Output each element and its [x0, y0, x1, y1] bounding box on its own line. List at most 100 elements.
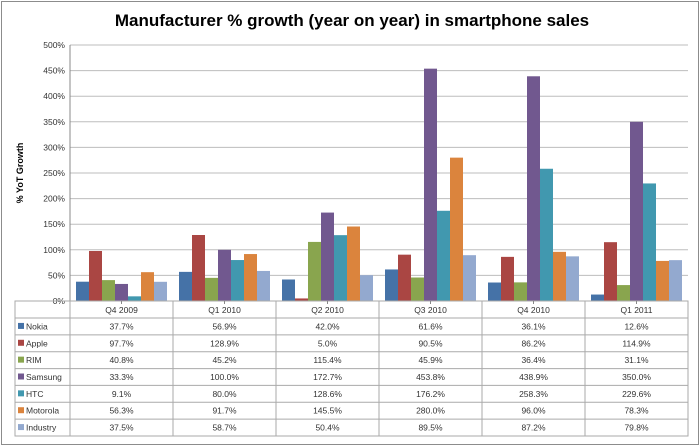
table-cell: 56.3% — [109, 406, 134, 416]
bar-samsung-5 — [630, 121, 643, 301]
y-tick-label: 200% — [43, 194, 65, 204]
bar-samsung-2 — [321, 212, 334, 301]
legend-key-motorola — [18, 407, 24, 414]
bar-motorola-1 — [244, 254, 257, 301]
bar-htc-5 — [643, 183, 656, 301]
bar-nokia-4 — [488, 282, 501, 301]
table-cell: 80.0% — [212, 389, 237, 399]
table-cell: 61.6% — [418, 321, 443, 331]
bar-apple-3 — [398, 254, 411, 301]
y-tick-label: 350% — [43, 117, 65, 127]
bar-htc-2 — [334, 235, 347, 301]
x-category-label: Q3 2010 — [414, 305, 447, 315]
bar-htc-4 — [540, 168, 553, 301]
table-cell: 172.7% — [313, 372, 342, 382]
legend-key-industry — [18, 424, 24, 431]
table-cell: 37.5% — [109, 423, 134, 433]
bar-nokia-0 — [76, 281, 89, 301]
bar-motorola-2 — [347, 226, 360, 301]
table-cell: 258.3% — [519, 389, 548, 399]
table-cell: 36.4% — [521, 355, 546, 365]
table-cell: 12.6% — [624, 321, 649, 331]
bar-samsung-4 — [527, 76, 540, 301]
bar-htc-1 — [231, 260, 244, 301]
x-category-label: Q1 2011 — [621, 305, 653, 315]
legend-key-rim — [18, 356, 24, 363]
bar-rim-1 — [205, 277, 218, 301]
table-cell: 33.3% — [109, 372, 134, 382]
table-cell: 89.5% — [418, 423, 443, 433]
bar-rim-3 — [411, 277, 424, 301]
bar-motorola-0 — [141, 272, 154, 301]
table-cell: 91.7% — [212, 406, 237, 416]
bar-motorola-3 — [450, 157, 463, 301]
bar-motorola-5 — [656, 260, 669, 301]
bar-apple-1 — [192, 235, 205, 301]
bar-htc-0 — [128, 296, 141, 301]
table-cell: 56.9% — [212, 321, 237, 331]
bar-nokia-5 — [591, 294, 604, 301]
chart-title: Manufacturer % growth (year on year) in … — [115, 11, 589, 30]
legend-label: Motorola — [26, 406, 59, 416]
table-cell: 86.2% — [521, 338, 546, 348]
y-tick-label: 100% — [43, 245, 65, 255]
table-cell: 115.4% — [313, 355, 342, 365]
y-tick-label: 50% — [48, 270, 65, 280]
table-cell: 100.0% — [210, 372, 239, 382]
table-cell: 350.0% — [622, 372, 651, 382]
table-cell: 9.1% — [112, 389, 132, 399]
bar-industry-5 — [669, 260, 682, 301]
table-cell: 453.8% — [416, 372, 445, 382]
legend-label: HTC — [26, 389, 43, 399]
bar-samsung-1 — [218, 249, 231, 301]
bar-apple-0 — [89, 250, 102, 301]
bar-industry-4 — [566, 256, 579, 301]
table-cell: 50.4% — [315, 423, 340, 433]
table-cell: 58.7% — [212, 423, 237, 433]
table-cell: 114.9% — [622, 338, 651, 348]
bar-industry-0 — [154, 281, 167, 301]
x-category-label: Q1 2010 — [208, 305, 241, 315]
bar-nokia-2 — [282, 279, 295, 301]
x-category-label: Q4 2009 — [105, 305, 138, 315]
y-tick-label: 400% — [43, 91, 65, 101]
table-cell: 31.1% — [624, 355, 649, 365]
table-cell: 438.9% — [519, 372, 548, 382]
legend-label: Industry — [26, 423, 57, 433]
table-cell: 37.7% — [109, 321, 134, 331]
table-cell: 36.1% — [521, 321, 546, 331]
table-cell: 42.0% — [315, 321, 340, 331]
legend-label: RIM — [26, 355, 42, 365]
table-cell: 45.9% — [418, 355, 443, 365]
table-cell: 229.6% — [622, 389, 651, 399]
y-tick-label: 150% — [43, 219, 65, 229]
bar-rim-0 — [102, 280, 115, 301]
table-cell: 78.3% — [624, 406, 649, 416]
bar-apple-4 — [501, 256, 514, 301]
legend-label: Nokia — [26, 321, 48, 331]
y-tick-label: 500% — [43, 40, 65, 50]
table-cell: 128.9% — [210, 338, 239, 348]
bar-industry-3 — [463, 255, 476, 301]
table-cell: 280.0% — [416, 406, 445, 416]
legend-label: Samsung — [26, 372, 62, 382]
legend-key-samsung — [18, 373, 24, 380]
table-cell: 45.2% — [212, 355, 237, 365]
table-cell: 145.5% — [313, 406, 342, 416]
bar-rim-5 — [617, 285, 630, 301]
bar-samsung-3 — [424, 68, 437, 301]
y-tick-label: 300% — [43, 142, 65, 152]
table-cell: 96.0% — [521, 406, 546, 416]
table-cell: 176.2% — [416, 389, 445, 399]
bar-nokia-1 — [179, 271, 192, 301]
bar-nokia-3 — [385, 269, 398, 301]
legend-key-apple — [18, 339, 24, 346]
table-cell: 40.8% — [109, 355, 134, 365]
bar-industry-1 — [257, 270, 270, 301]
bar-apple-2 — [295, 298, 308, 301]
y-tick-label: 450% — [43, 66, 65, 76]
table-cell: 97.7% — [109, 338, 134, 348]
bar-samsung-0 — [115, 283, 128, 301]
